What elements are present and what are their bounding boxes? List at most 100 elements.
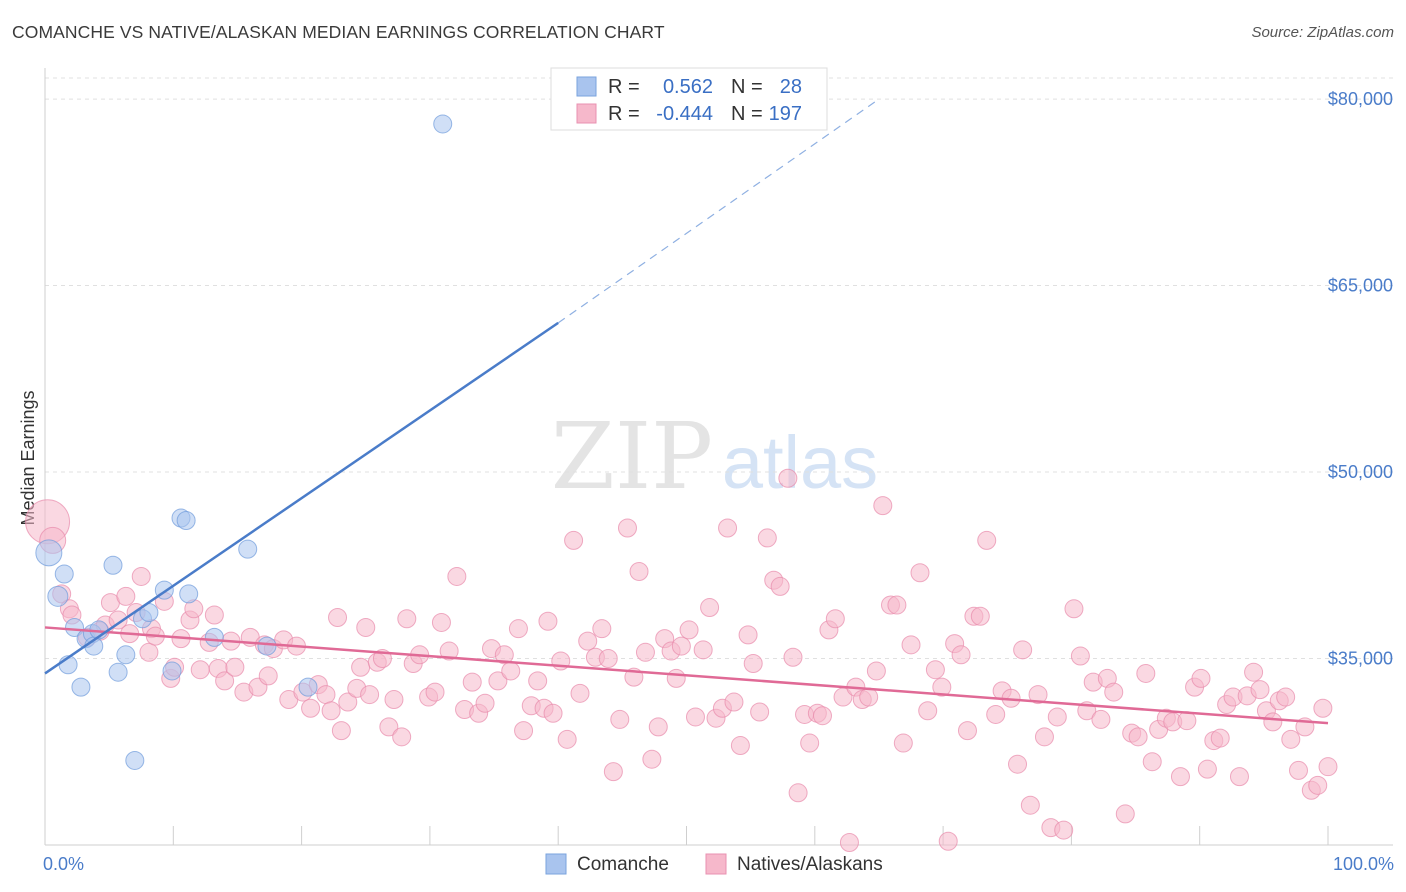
comanche-point bbox=[238, 539, 258, 559]
native-alaskan-point bbox=[1054, 820, 1074, 840]
native-alaskan-point bbox=[1263, 712, 1283, 732]
native-alaskan-point bbox=[538, 611, 558, 631]
bottom-legend-swatch-native bbox=[705, 853, 727, 875]
legend-r-value-comanche: 0.562 bbox=[663, 76, 713, 98]
native-alaskan-point bbox=[635, 642, 655, 662]
native-alaskan-point bbox=[215, 671, 235, 691]
comanche-point bbox=[35, 539, 63, 567]
comanche-points bbox=[35, 114, 453, 770]
native-alaskan-point bbox=[603, 762, 623, 782]
native-alaskan-point bbox=[1318, 757, 1338, 777]
comanche-trend-extension bbox=[557, 98, 880, 324]
native-alaskan-point bbox=[800, 733, 820, 753]
native-alaskan-point bbox=[1091, 709, 1111, 729]
native-alaskan-point bbox=[475, 693, 495, 713]
native-alaskan-point bbox=[501, 661, 521, 681]
native-alaskan-point bbox=[778, 468, 798, 488]
trend-lines bbox=[44, 98, 1329, 725]
native-alaskan-point bbox=[1281, 729, 1301, 749]
comanche-point bbox=[204, 627, 224, 647]
chart-title: COMANCHE VS NATIVE/ALASKAN MEDIAN EARNIN… bbox=[12, 22, 665, 42]
native-alaskan-point bbox=[642, 749, 662, 769]
native-alaskan-point bbox=[598, 649, 618, 669]
native-alaskan-point bbox=[494, 645, 514, 665]
native-alaskan-point bbox=[718, 518, 738, 538]
native-alaskan-point bbox=[557, 729, 577, 749]
native-alaskan-point bbox=[1136, 663, 1156, 683]
native-alaskan-point bbox=[693, 640, 713, 660]
series-legend: Comanche Natives/Alaskans bbox=[545, 853, 883, 875]
native-alaskan-point bbox=[316, 685, 336, 705]
native-alaskan-point bbox=[258, 666, 278, 686]
native-alaskan-point bbox=[1128, 727, 1148, 747]
x-axis-ticks bbox=[44, 826, 1329, 845]
comanche-point bbox=[65, 617, 85, 637]
native-alaskan-point bbox=[384, 690, 404, 710]
native-alaskan-point bbox=[629, 561, 649, 581]
comanche-point bbox=[71, 677, 91, 697]
native-alaskan-point bbox=[970, 606, 990, 626]
native-alaskan-point bbox=[1288, 760, 1308, 780]
native-alaskan-point bbox=[788, 783, 808, 803]
legend-r-value-native: -0.444 bbox=[656, 103, 713, 125]
native-alaskan-point bbox=[977, 530, 997, 550]
legend-r-label-native: R = bbox=[608, 103, 640, 125]
bottom-legend-swatch-comanche bbox=[545, 853, 567, 875]
native-alaskan-point bbox=[190, 660, 210, 680]
native-alaskan-point bbox=[301, 698, 321, 718]
comanche-point bbox=[176, 511, 196, 531]
legend-box bbox=[550, 67, 828, 131]
native-alaskan-point bbox=[204, 605, 224, 625]
comanche-point bbox=[162, 661, 182, 681]
native-alaskan-point bbox=[514, 721, 534, 741]
native-alaskan-point bbox=[447, 566, 467, 586]
watermark: ZIP atlas bbox=[551, 403, 878, 510]
gridlines bbox=[45, 77, 1393, 660]
native-alaskan-point bbox=[866, 661, 886, 681]
legend-swatch-native bbox=[576, 103, 597, 124]
native-alaskan-point bbox=[321, 701, 341, 721]
native-alaskan-point bbox=[1191, 668, 1211, 688]
native-alaskan-point bbox=[338, 692, 358, 712]
native-alaskan-point bbox=[379, 717, 399, 737]
native-alaskan-point bbox=[743, 653, 763, 673]
native-alaskan-point bbox=[1142, 752, 1162, 772]
native-alaskan-point bbox=[397, 609, 417, 629]
native-alaskan-point bbox=[1250, 680, 1270, 700]
native-alaskan-point bbox=[351, 657, 371, 677]
native-alaskan-trend-line bbox=[44, 626, 1329, 725]
native-alaskan-point bbox=[617, 518, 637, 538]
native-alaskan-point bbox=[1170, 767, 1190, 787]
bottom-legend-label-native: Natives/Alaskans bbox=[737, 854, 883, 875]
native-alaskan-point bbox=[770, 576, 790, 596]
native-alaskan-point bbox=[986, 704, 1006, 724]
native-alaskan-point bbox=[648, 717, 668, 737]
native-alaskan-point bbox=[925, 660, 945, 680]
legend-n-label-comanche: N = bbox=[731, 76, 763, 98]
legend-n-value-comanche: 28 bbox=[780, 76, 802, 98]
native-alaskan-point bbox=[1313, 698, 1333, 718]
native-alaskan-point bbox=[425, 682, 445, 702]
native-alaskan-point bbox=[1197, 759, 1217, 779]
native-alaskan-point bbox=[392, 727, 412, 747]
legend-swatch-comanche bbox=[576, 76, 597, 97]
native-alaskan-point bbox=[750, 702, 770, 722]
watermark-zip: ZIP bbox=[551, 403, 713, 510]
native-alaskan-points bbox=[25, 468, 1338, 853]
source-credit: Source: ZipAtlas.com bbox=[1251, 24, 1394, 41]
native-alaskan-point bbox=[1244, 662, 1264, 682]
native-alaskan-point bbox=[1070, 646, 1090, 666]
native-alaskan-point bbox=[1047, 707, 1067, 727]
native-alaskan-point bbox=[360, 685, 380, 705]
native-alaskan-point bbox=[1008, 754, 1028, 774]
y-tick-labels: $35,000 $50,000 $65,000 $80,000 bbox=[1328, 89, 1393, 668]
native-alaskan-point bbox=[685, 707, 705, 727]
native-alaskan-point bbox=[859, 687, 879, 707]
native-alaskan-point bbox=[131, 566, 151, 586]
native-alaskan-point bbox=[488, 671, 508, 691]
native-alaskan-point bbox=[1104, 682, 1124, 702]
native-alaskan-point bbox=[700, 598, 720, 618]
native-alaskan-point bbox=[938, 831, 958, 851]
comanche-point bbox=[54, 564, 74, 584]
